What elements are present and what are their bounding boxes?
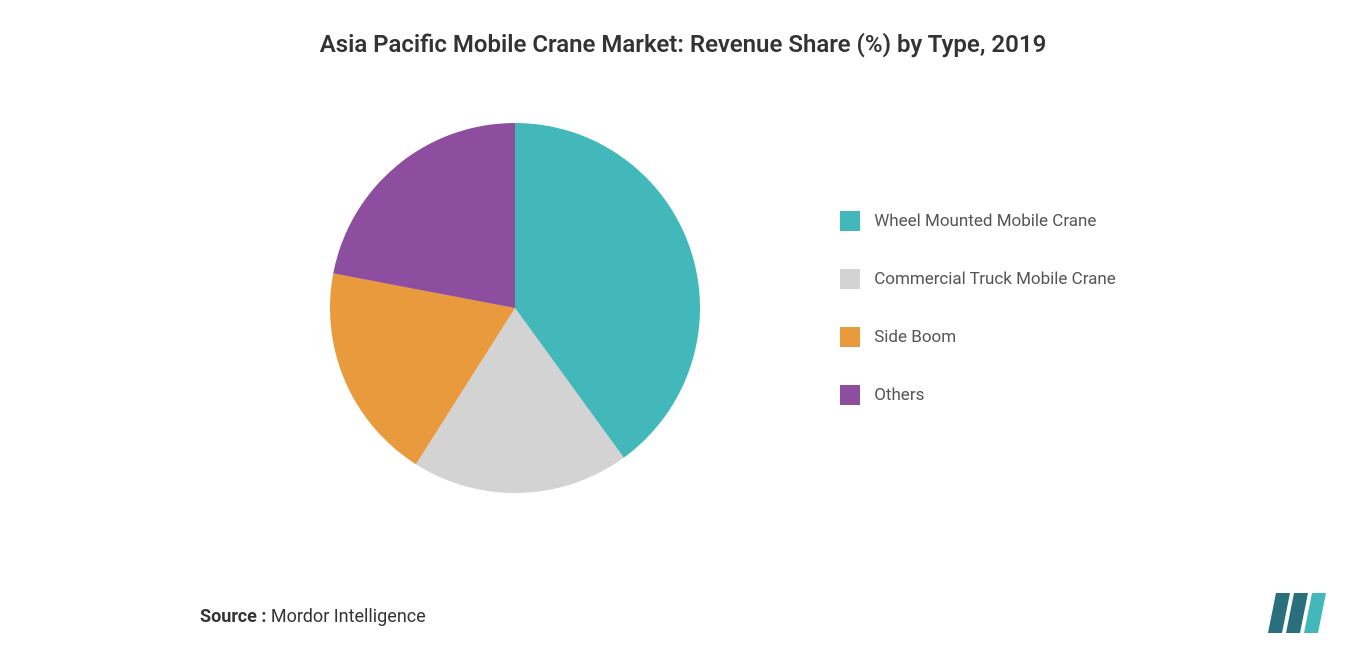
legend-swatch-3	[840, 385, 860, 405]
legend-swatch-0	[840, 211, 860, 231]
legend-swatch-2	[840, 327, 860, 347]
legend-item-3: Others	[840, 385, 1116, 405]
pie-chart	[330, 123, 700, 493]
logo-bar-1	[1286, 593, 1308, 633]
legend: Wheel Mounted Mobile Crane Commercial Tru…	[840, 211, 1116, 405]
chart-container: Asia Pacific Mobile Crane Market: Revenu…	[0, 0, 1366, 655]
mordor-logo-icon	[1266, 591, 1326, 635]
legend-swatch-1	[840, 269, 860, 289]
legend-item-2: Side Boom	[840, 327, 1116, 347]
chart-body: Wheel Mounted Mobile Crane Commercial Tru…	[40, 98, 1326, 518]
source-label: Source :	[200, 606, 266, 627]
source-value: Mordor Intelligence	[266, 606, 425, 627]
legend-item-1: Commercial Truck Mobile Crane	[840, 269, 1116, 289]
legend-label-2: Side Boom	[874, 327, 956, 347]
logo-bar-0	[1268, 593, 1290, 633]
legend-label-1: Commercial Truck Mobile Crane	[874, 269, 1116, 289]
source-line: Source : Mordor Intelligence	[200, 606, 426, 627]
legend-label-3: Others	[874, 385, 924, 405]
logo-bar-2	[1304, 593, 1326, 633]
chart-title: Asia Pacific Mobile Crane Market: Revenu…	[40, 30, 1326, 58]
legend-item-0: Wheel Mounted Mobile Crane	[840, 211, 1116, 231]
legend-label-0: Wheel Mounted Mobile Crane	[874, 211, 1096, 231]
